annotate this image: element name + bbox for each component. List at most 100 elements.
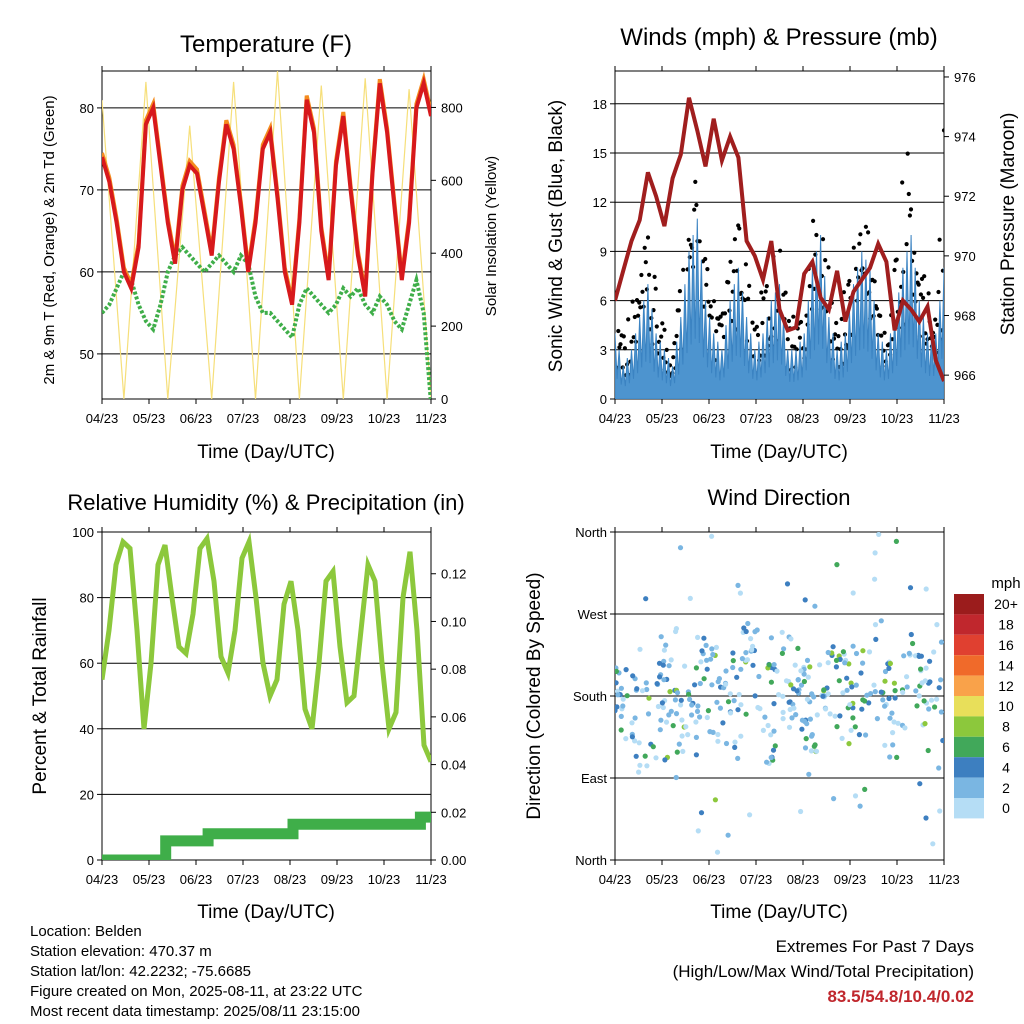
- direction-point: [846, 741, 852, 747]
- temperature-plot-frame: [101, 70, 432, 400]
- direction-point: [715, 731, 721, 738]
- direction-point: [704, 666, 710, 672]
- direction-point: [856, 732, 863, 738]
- direction-point: [701, 635, 707, 641]
- direction-point: [618, 685, 625, 691]
- direction-point: [709, 682, 715, 688]
- direction-point: [655, 703, 662, 710]
- gust-point: [732, 237, 738, 242]
- direction-point: [639, 688, 646, 694]
- direction-point: [771, 728, 777, 734]
- direction-point: [678, 702, 684, 708]
- direction-point: [846, 661, 852, 667]
- gust-point: [618, 342, 623, 347]
- direction-point: [853, 650, 860, 657]
- direction-point: [806, 771, 812, 777]
- direction-point: [831, 796, 837, 802]
- station-elevation: Station elevation: 470.37 m: [30, 943, 212, 960]
- direction-point: [904, 684, 910, 690]
- direction-point: [768, 635, 775, 641]
- direction-point: [889, 710, 895, 716]
- direction-point: [887, 754, 893, 760]
- direction-point: [636, 769, 642, 775]
- direction-point: [923, 665, 929, 671]
- direction-point: [764, 759, 770, 765]
- gust-point: [761, 296, 766, 301]
- direction-point: [693, 752, 700, 758]
- legend-swatch: [954, 757, 984, 778]
- x-tick-label: 08/23: [787, 411, 820, 426]
- winds-x-ticks: 04/23 05/23 06/23 07/23 08/23 09/23 10/23 11/23: [599, 66, 960, 426]
- direction-point: [704, 714, 710, 721]
- direction-point: [913, 688, 919, 694]
- direction-point: [813, 748, 820, 754]
- station-latlon: Station lat/lon: 42.2232; -75.6685: [30, 963, 252, 980]
- humidity-x-label: Time (Day/UTC): [197, 902, 335, 923]
- y-tick-label: 0: [441, 392, 448, 407]
- direction-point: [738, 702, 744, 708]
- direction-point: [615, 680, 619, 686]
- temperature-x-label: Time (Day/UTC): [197, 442, 335, 463]
- direction-point: [799, 717, 806, 723]
- direction-point: [925, 747, 931, 754]
- direction-point: [752, 693, 758, 699]
- direction-point: [916, 653, 922, 660]
- gust-point: [936, 289, 941, 295]
- gust-point: [638, 305, 643, 310]
- gust-point: [747, 283, 752, 288]
- gust-point: [866, 230, 871, 235]
- direction-point: [661, 658, 667, 664]
- direction-point: [886, 665, 892, 672]
- y-tick-label: 968: [954, 309, 976, 324]
- gust-point: [652, 274, 657, 279]
- gust-point: [664, 347, 669, 352]
- direction-point: [693, 734, 700, 741]
- gust-point: [746, 296, 751, 301]
- direction-point: [623, 736, 629, 742]
- gust-point: [835, 346, 840, 351]
- gust-point: [693, 179, 698, 184]
- gust-point: [798, 319, 804, 325]
- legend-swatch: [954, 736, 984, 758]
- x-tick-label: 04/23: [599, 872, 632, 887]
- direction-point: [923, 815, 929, 821]
- gust-point: [742, 297, 747, 303]
- gust-point: [636, 313, 641, 318]
- direction-point: [650, 744, 656, 750]
- gust-point: [863, 224, 869, 229]
- gust-point: [834, 320, 839, 326]
- gust-point: [653, 286, 658, 291]
- direction-point: [910, 640, 916, 647]
- gust-point: [872, 279, 877, 284]
- y-tick-label: 18: [593, 97, 607, 112]
- direction-point: [686, 691, 692, 697]
- direction-point: [755, 704, 761, 711]
- direction-point: [892, 688, 898, 694]
- gust-point: [926, 291, 931, 296]
- gust-point: [882, 330, 887, 335]
- gust-point: [755, 332, 761, 338]
- y-tick-label: West: [578, 607, 608, 622]
- legend-swatch: [954, 655, 984, 676]
- gust-point: [820, 237, 826, 242]
- direction-point: [712, 797, 719, 803]
- legend-label: 10: [998, 698, 1014, 714]
- pressure-y2-label: Station Pressure (Maroon): [998, 113, 1019, 336]
- direction-point: [780, 709, 786, 716]
- y-tick-label: North: [575, 853, 607, 868]
- direction-point: [677, 545, 684, 551]
- direction-point: [801, 678, 808, 685]
- legend-label: 12: [998, 678, 1014, 694]
- direction-point: [795, 645, 801, 652]
- legend-swatch: [954, 614, 984, 635]
- direction-point: [866, 649, 873, 655]
- extremes-subtitle: (High/Low/Max Wind/Total Precipitation): [672, 962, 974, 981]
- direction-point: [770, 747, 777, 753]
- gust-point: [681, 267, 686, 272]
- direction-point: [667, 689, 673, 695]
- direction-point: [859, 706, 865, 712]
- direction-point: [938, 677, 944, 683]
- direction-point: [629, 734, 636, 740]
- gust-point: [616, 328, 621, 334]
- direction-point: [918, 666, 924, 672]
